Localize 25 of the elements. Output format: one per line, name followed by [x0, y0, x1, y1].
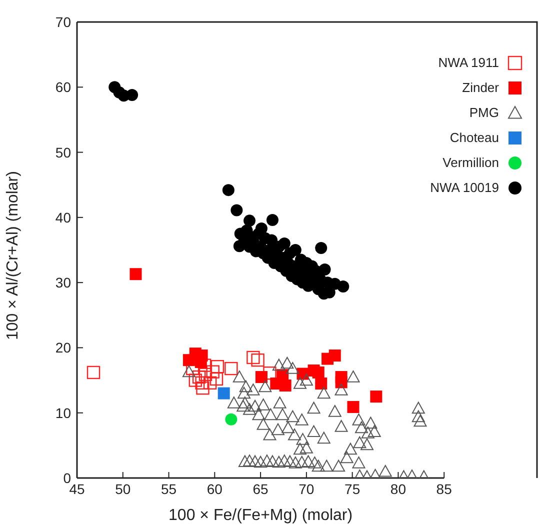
y-tick-label: 20: [55, 340, 72, 356]
legend-label: Vermillion: [442, 155, 499, 170]
x-tick-label: 75: [344, 480, 360, 497]
y-tick-label: 40: [55, 209, 72, 226]
y-tick-label: 0: [63, 470, 72, 486]
y-tick-label: 50: [55, 144, 72, 160]
x-tick-label: 80: [390, 480, 406, 497]
x-tick-label: 60: [206, 480, 223, 497]
y-tick-label: 60: [55, 79, 72, 96]
x-axis-title: 100 × Fe/(Fe+Mg) (molar): [168, 507, 353, 524]
y-tick-label: 70: [55, 14, 72, 30]
x-tick-label: 65: [252, 480, 269, 497]
legend-label: NWA 10019: [430, 180, 499, 195]
legend-label: Choteau: [450, 130, 499, 145]
legend-label: PMG: [469, 105, 499, 120]
y-axis-title: 100 × Al/(Cr+Al) (molar): [4, 171, 22, 340]
x-tick-label: 85: [436, 480, 452, 497]
y-tick-label: 10: [55, 404, 72, 421]
x-tick-label: 45: [69, 480, 85, 497]
x-tick-label: 50: [115, 480, 131, 497]
x-tick-label: 55: [160, 480, 177, 497]
legend-label: NWA 1911: [438, 55, 499, 70]
y-tick-label: 30: [55, 274, 72, 291]
legend-label: Zinder: [462, 80, 499, 95]
x-tick-label: 70: [298, 480, 314, 497]
